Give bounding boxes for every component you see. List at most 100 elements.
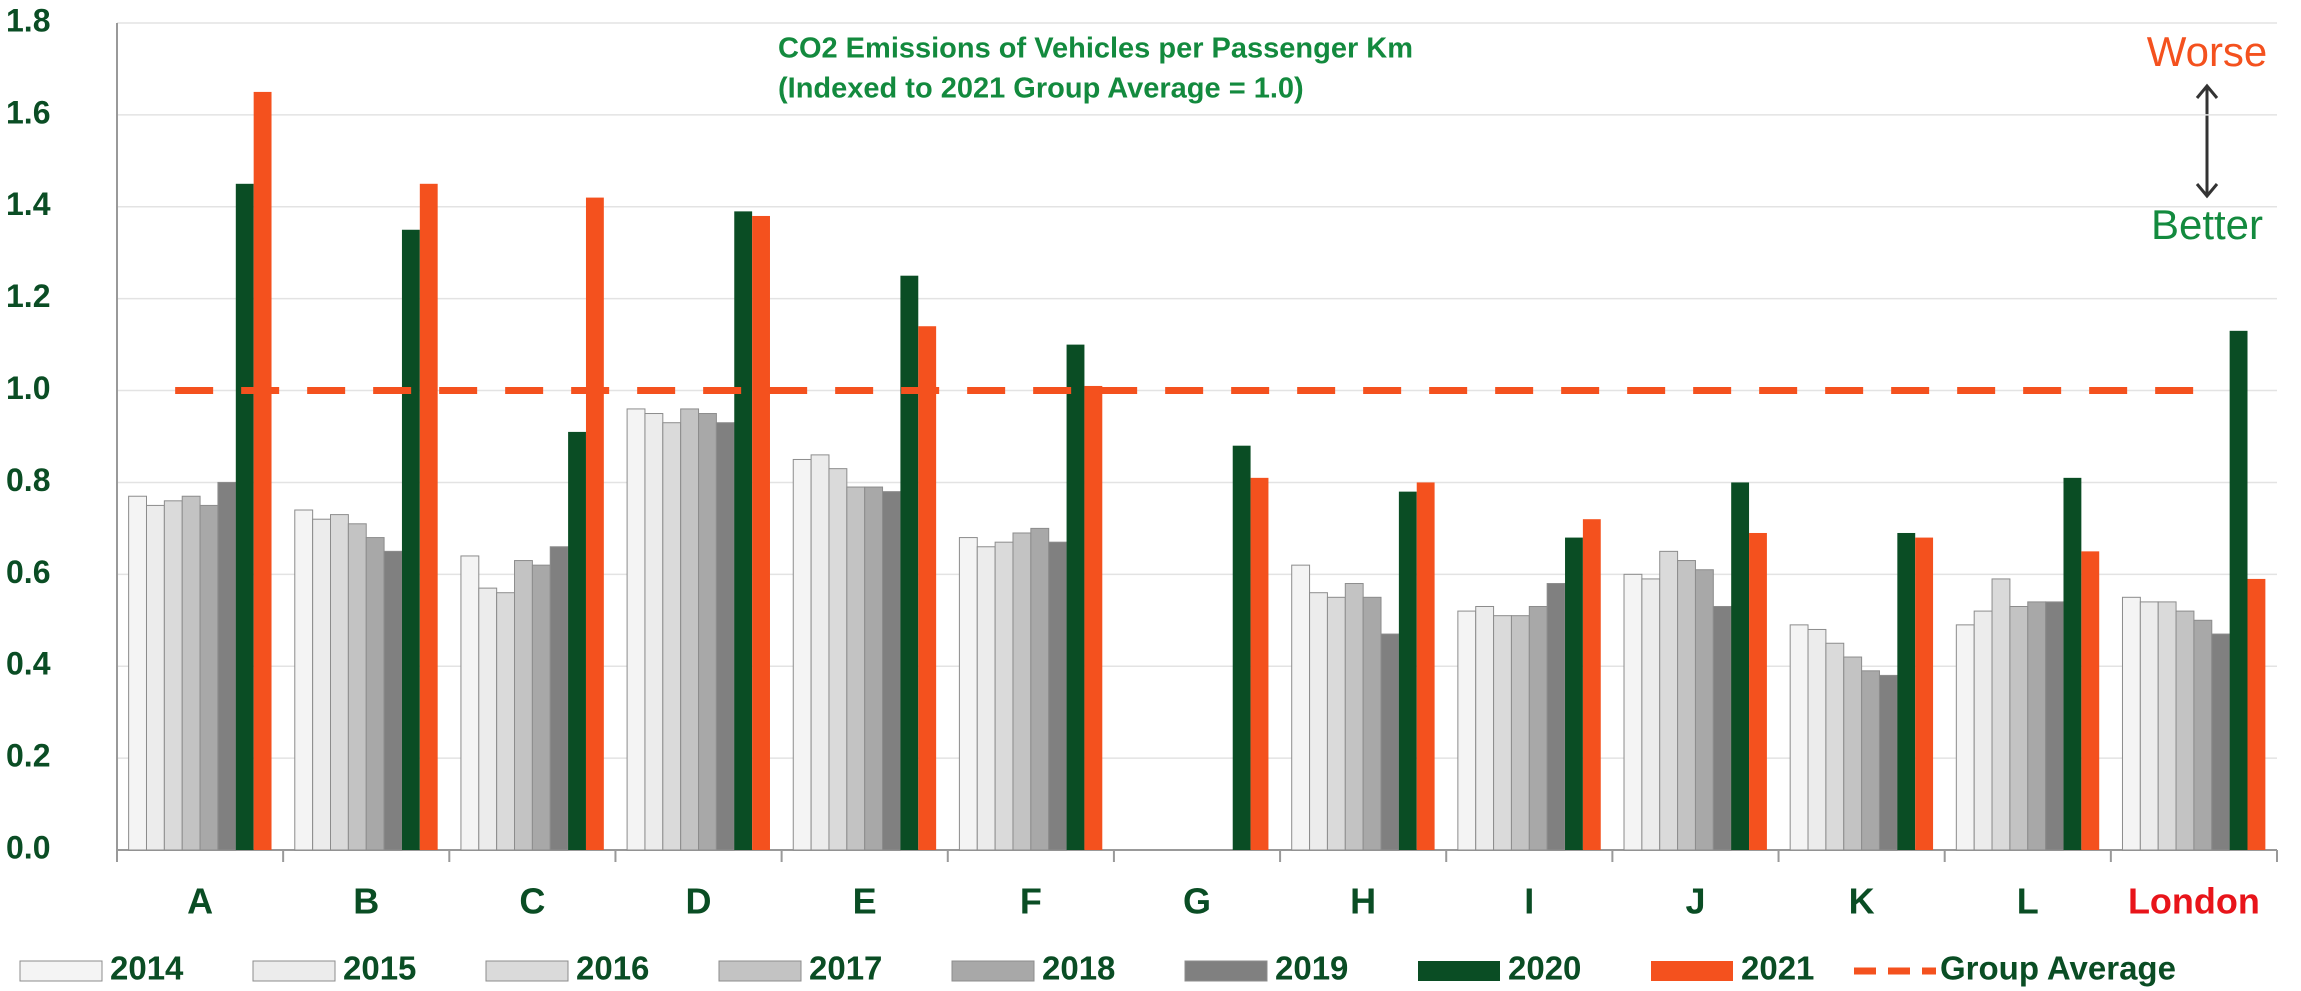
x-tick-label: L [2017, 881, 2039, 922]
bar [698, 413, 717, 851]
bar [644, 413, 664, 851]
bar [1861, 670, 1880, 851]
bar [1380, 633, 1400, 851]
bar [1973, 610, 1993, 851]
bar [1510, 615, 1530, 851]
bar [1731, 482, 1750, 850]
bar [2081, 551, 2100, 850]
bar [1084, 385, 1103, 850]
bar [1694, 569, 1714, 851]
x-tick-label: G [1183, 881, 1211, 922]
bar [1457, 610, 1477, 851]
bar [715, 422, 735, 851]
bar [1641, 578, 1661, 851]
bar [2063, 477, 2082, 850]
bar [2121, 596, 2141, 851]
bar [1677, 560, 1696, 851]
legend-label: 2021 [1741, 950, 1814, 987]
bar [1398, 491, 1417, 850]
bar [2229, 330, 2248, 851]
bar [1475, 605, 1495, 851]
bar [312, 518, 332, 851]
y-tick-label: 0.8 [6, 462, 50, 498]
x-tick-label: J [1685, 881, 1705, 922]
bar [1528, 605, 1548, 851]
bar [976, 546, 996, 851]
legend-swatch [1651, 961, 1733, 981]
subtitle-line: (Indexed to 2021 Group Average = 1.0) [778, 73, 1304, 105]
bar [1659, 550, 1679, 851]
legend-label: 2014 [110, 950, 184, 987]
x-tick-label: I [1524, 881, 1534, 922]
legend-swatch [1418, 961, 1500, 981]
legend-label: 2016 [576, 950, 649, 987]
bar [1012, 532, 1032, 851]
bar [2157, 601, 2177, 851]
x-tick-label: C [519, 881, 545, 922]
subtitle-line: CO2 Emissions of Vehicles per Passenger … [778, 33, 1413, 65]
x-tick-label: K [1849, 881, 1875, 922]
x-tick-label: London [2128, 881, 2260, 922]
bar [1807, 628, 1827, 851]
x-tick-label: E [853, 881, 877, 922]
bar [253, 91, 272, 850]
bar [330, 514, 349, 851]
annotation-worse: Worse [2147, 28, 2268, 75]
x-tick-label: D [686, 881, 712, 922]
bar [2009, 605, 2029, 851]
bar [163, 500, 183, 851]
y-tick-label: 0.4 [6, 646, 51, 682]
bar [882, 491, 901, 851]
bar [1825, 642, 1845, 851]
bar [1048, 541, 1068, 851]
bar [585, 197, 604, 851]
bar [1326, 596, 1346, 851]
bar [568, 431, 586, 850]
bar [1582, 519, 1601, 850]
legend-label: 2017 [809, 950, 882, 987]
bar [1344, 583, 1364, 851]
bar [294, 509, 314, 851]
bar [1030, 527, 1050, 851]
legend-swatch [485, 960, 569, 982]
bar [496, 592, 516, 851]
y-tick-label: 0.6 [6, 554, 50, 590]
bar [626, 408, 646, 851]
bar [401, 229, 420, 850]
legend-swatch [19, 960, 103, 982]
y-tick-label: 1.4 [6, 186, 51, 222]
bar [1565, 537, 1583, 850]
y-tick-label: 1.8 [6, 2, 50, 38]
bar [1623, 573, 1643, 851]
x-tick-label: F [1020, 881, 1042, 922]
bar [846, 486, 866, 851]
bar [2045, 601, 2064, 851]
bar [1066, 344, 1085, 850]
bar [828, 468, 848, 851]
bar [235, 183, 254, 851]
bar [994, 541, 1014, 851]
bar [734, 211, 753, 851]
bar [1309, 592, 1328, 851]
x-tick-label: A [187, 881, 213, 922]
y-tick-label: 0.0 [6, 829, 50, 865]
bar [460, 555, 480, 851]
bar [2247, 578, 2266, 850]
arrow [2195, 83, 2219, 199]
bar [1291, 564, 1311, 851]
x-tick-label: H [1350, 881, 1376, 922]
x-tick-label: B [353, 881, 379, 922]
bar [128, 495, 147, 851]
bar [1232, 445, 1251, 850]
legend-label: 2018 [1042, 950, 1115, 987]
legend-label: Group Average [1940, 950, 2176, 987]
bar [531, 564, 551, 851]
bar [1493, 615, 1512, 851]
bar [1843, 656, 1863, 851]
bar [1362, 596, 1382, 851]
bar [1749, 532, 1767, 850]
bar [347, 523, 367, 851]
bar [145, 504, 165, 851]
bar [1712, 605, 1732, 851]
